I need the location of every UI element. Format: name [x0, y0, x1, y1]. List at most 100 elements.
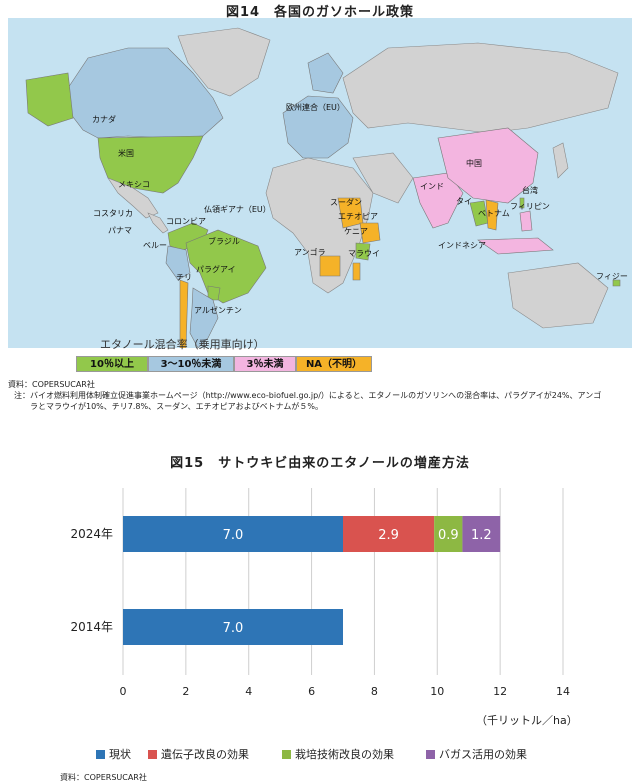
bar-value-label: 2.9: [378, 528, 399, 543]
middle-east-shape: [352, 152, 414, 204]
ethiopia-shape: [359, 222, 381, 244]
label-taiwan: 台湾: [522, 186, 538, 195]
chart-categories: 2024年 2014年: [70, 527, 113, 634]
label-chile: チリ: [176, 273, 192, 282]
label-canada: カナダ: [92, 115, 116, 124]
legend-item: バガス活用の効果: [426, 746, 527, 762]
bar-value-label: 1.2: [471, 528, 492, 543]
russia-shape: [342, 42, 619, 134]
label-malawi: マラウイ: [348, 249, 380, 258]
legend-item: 現状: [96, 746, 131, 762]
chart-labels: 7.0 2.9 0.9 1.2 7.0: [223, 528, 492, 636]
label-thailand: タイ: [456, 197, 472, 206]
figure14-note-line2: ラとマラウイが10%、チリ7.8%、スーダン、エチオピアおよびベトナムが５%。: [30, 402, 323, 411]
bar-value-label: 7.0: [223, 528, 244, 543]
label-kenya: ケニア: [344, 227, 368, 236]
label-mexico: メキシコ: [118, 180, 150, 189]
label-paraguay: パラグアイ: [196, 265, 236, 274]
label-argentina: アルゼンチン: [194, 306, 242, 315]
figure14-source: 資料：COPERSUCAR社: [8, 380, 95, 389]
legend-label: 現状: [109, 748, 131, 761]
bar-segment: [343, 516, 435, 552]
greenland-shape: [177, 27, 271, 97]
label-costarica: コスタリカ: [93, 209, 133, 218]
x-tick-label: 4: [245, 685, 252, 698]
philippines-shape: [519, 210, 533, 232]
central-america-shape: [147, 212, 169, 234]
x-tick-label: 12: [493, 685, 507, 698]
x-tick-label: 14: [556, 685, 570, 698]
figure15-source: 資料：COPERSUCAR社: [60, 773, 147, 782]
legend-label: バガス活用の効果: [439, 748, 527, 761]
label-fiji: フィジー: [596, 272, 628, 281]
bar-segment: [123, 609, 343, 645]
map-legend-pink: 3％未満: [234, 356, 296, 372]
legend-swatch: [426, 749, 435, 759]
label-ethiopia: エチオピア: [338, 212, 378, 221]
argentina-shape: [189, 287, 219, 348]
world-map-shapes: [25, 27, 621, 348]
label-colombia: コロンビア: [166, 217, 206, 226]
label-india: インド: [420, 182, 444, 191]
bar-segment: [123, 516, 343, 552]
legend-label: 栽培技術改良の効果: [295, 748, 394, 761]
legend-swatch: [148, 749, 157, 759]
malawi-shape: [352, 262, 361, 281]
stacked-bar-chart: 7.0 2.9 0.9 1.2 7.0 0 2 4 6 8 10 12 14 2024年 2014年: [70, 488, 571, 698]
label-angola: アンゴラ: [294, 248, 326, 257]
category-label: 2014年: [70, 620, 113, 634]
china-shape: [437, 127, 539, 204]
label-usa: 米国: [118, 149, 134, 158]
label-vietnam: ベトナム: [478, 209, 510, 218]
figure15-title: 図15 サトウキビ由来のエタノールの増産方法: [170, 456, 470, 471]
chile-shape: [179, 279, 189, 348]
fiji-shape: [612, 279, 621, 287]
bar-segment: [462, 516, 501, 552]
legend-label: 遺伝子改良の効果: [161, 748, 249, 761]
label-brazil: ブラジル: [208, 237, 240, 246]
x-tick-label: 8: [371, 685, 378, 698]
label-eu: 欧州連合（EU）: [286, 103, 345, 112]
angola-shape: [319, 255, 341, 277]
kenya-shape: [355, 242, 371, 261]
legend-item: 栽培技術改良の効果: [282, 746, 394, 762]
x-tick-label: 10: [430, 685, 444, 698]
x-tick-label: 6: [308, 685, 315, 698]
legend-item: 遺伝子改良の効果: [148, 746, 249, 762]
bar-value-label: 0.9: [438, 528, 459, 543]
scandinavia-shape: [307, 52, 344, 94]
label-french-guiana: 仏領ギアナ（EU）: [204, 205, 271, 214]
world-map: カナダ 欧州連合（EU） 米国 メキシコ コスタリカ パナマ 仏領ギアナ（EU）…: [8, 18, 632, 348]
vietnam-shape: [485, 199, 499, 231]
canada-shape: [67, 47, 224, 139]
indonesia-shape: [477, 237, 554, 255]
label-indonesia: インドネシア: [438, 241, 486, 250]
map-legend-orange: NA（不明）: [296, 356, 372, 372]
label-philippines: フィリピン: [510, 202, 550, 211]
brazil-shape: [185, 229, 267, 304]
figure14-note-line1: 注：バイオ燃料利用体制確立促進事業ホームページ（http://www.eco-b…: [14, 391, 602, 400]
chart-unit-label: （千リットル／ha）: [476, 714, 578, 727]
bar-value-label: 7.0: [223, 621, 244, 636]
map-legend-blue: 3～10％未満: [148, 356, 234, 372]
africa-shape: [265, 157, 374, 294]
paraguay-shape: [207, 285, 221, 301]
label-sudan: スーダン: [330, 198, 362, 207]
taiwan-shape: [519, 197, 525, 209]
bar-segment: [434, 516, 463, 552]
legend-swatch: [96, 749, 105, 759]
usa-shape: [97, 135, 204, 194]
figure14-title: 図14 各国のガソホール政策: [225, 5, 415, 20]
map-legend-caption: エタノール混合率（乗用車向け）: [100, 338, 265, 351]
x-tick-label: 2: [182, 685, 189, 698]
category-label: 2024年: [70, 527, 113, 541]
label-china: 中国: [466, 159, 482, 168]
eu-shape: [282, 95, 354, 159]
x-tick-label: 0: [120, 685, 127, 698]
chart-ticks: 0 2 4 6 8 10 12 14: [120, 685, 571, 698]
label-panama: パナマ: [108, 226, 132, 235]
australia-shape: [507, 262, 609, 329]
chart-bars: [123, 516, 501, 645]
label-peru: ベルー: [143, 241, 167, 250]
peru-shape: [165, 245, 191, 281]
